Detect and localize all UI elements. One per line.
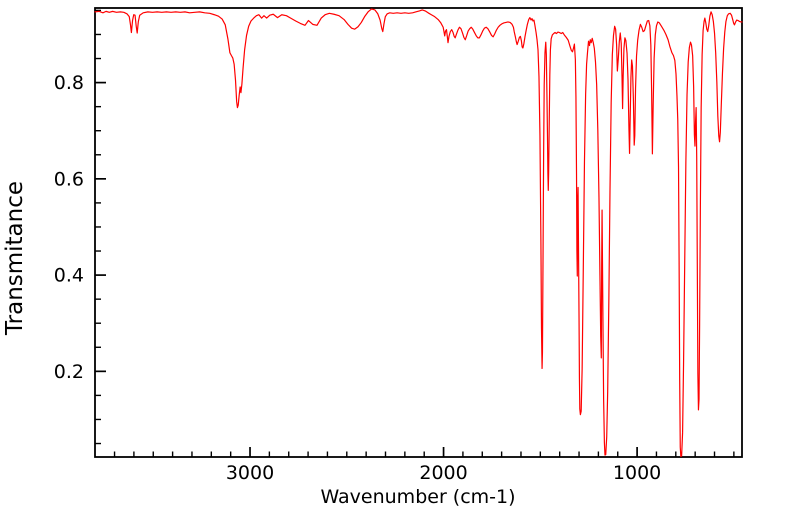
y-tick-label: 0.8 — [54, 72, 84, 94]
x-tick-label: 3000 — [226, 462, 274, 484]
major-ticks — [95, 81, 638, 457]
tick-labels: 3000 2000 1000 0.2 0.4 0.6 0.8 — [54, 72, 662, 484]
x-tick-label: 2000 — [419, 462, 467, 484]
spectrum-line — [94, 8, 743, 458]
x-tick-label: 1000 — [613, 462, 661, 484]
y-tick-label: 0.4 — [54, 265, 84, 287]
y-tick-label: 0.2 — [54, 361, 84, 383]
x-axis-title: Wavenumber (cm-1) — [320, 486, 515, 508]
y-tick-label: 0.6 — [54, 168, 84, 190]
y-axis-title: Transmitance — [2, 181, 28, 336]
minor-ticks — [95, 9, 735, 457]
plot-frame — [94, 7, 743, 458]
